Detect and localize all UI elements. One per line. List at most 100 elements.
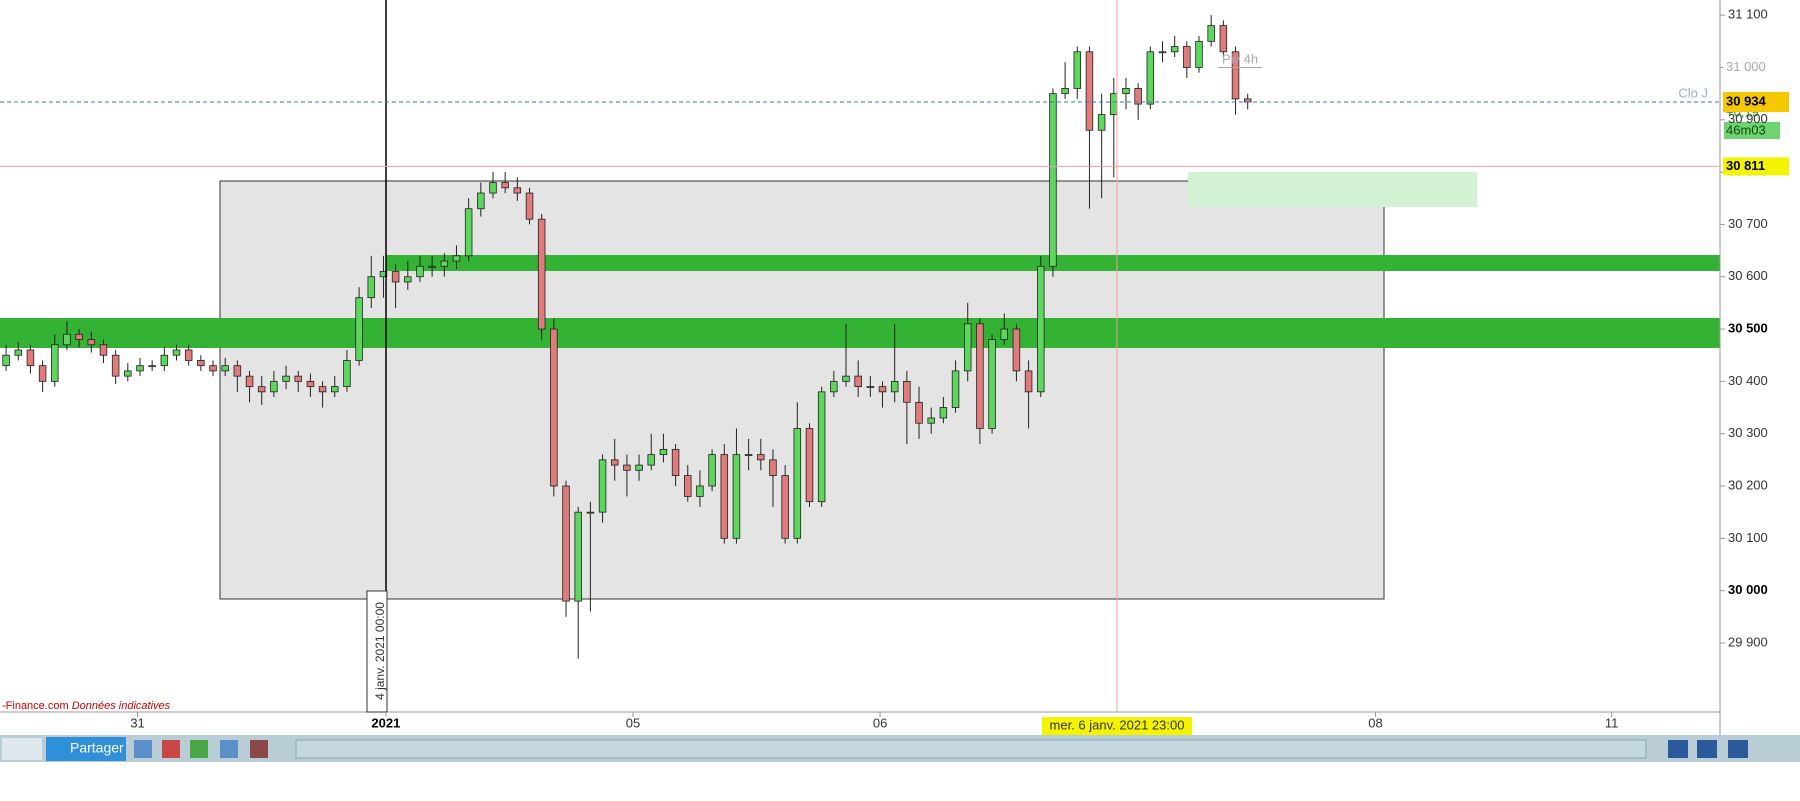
candle-body xyxy=(99,344,108,356)
candle-body xyxy=(1073,51,1082,89)
candle-body xyxy=(75,333,83,340)
candle-body xyxy=(732,454,741,539)
candle-body xyxy=(111,354,120,377)
x-tick-label: 06 xyxy=(873,715,887,730)
candle-body xyxy=(1134,88,1142,105)
candle-body xyxy=(391,271,400,283)
candle-body xyxy=(1097,114,1106,131)
tool-icon[interactable] xyxy=(220,740,238,758)
toolbar: Partager xyxy=(0,735,1800,762)
candle-body xyxy=(452,255,461,262)
candle-body xyxy=(124,370,132,377)
candle-body xyxy=(38,365,47,382)
candle-body xyxy=(184,349,193,361)
candle-body xyxy=(257,386,266,393)
candle-body xyxy=(245,375,254,388)
candle-body xyxy=(501,182,509,189)
share-button[interactable] xyxy=(46,737,126,761)
candle-body xyxy=(26,349,35,367)
timer-box xyxy=(1724,122,1780,139)
candle-body xyxy=(160,354,169,367)
candle-body xyxy=(1110,93,1118,115)
candle-body xyxy=(878,386,887,393)
y-tick-label: 30 600 xyxy=(1728,268,1768,283)
candle-body xyxy=(221,365,229,372)
zoom-in[interactable] xyxy=(1728,740,1748,758)
candle-body xyxy=(988,339,996,429)
candle-body xyxy=(550,328,558,487)
candle-body xyxy=(148,365,156,368)
y-tick-label: 30 900 xyxy=(1728,111,1768,126)
source-name: -Finance.com xyxy=(2,700,69,712)
timer: 46m03 xyxy=(1726,122,1766,137)
tool-icon[interactable] xyxy=(134,740,152,758)
candle-body xyxy=(464,208,473,257)
y-tick-label: 30 500 xyxy=(1728,320,1768,335)
candle-body xyxy=(635,464,643,471)
candle-body xyxy=(537,218,546,330)
candle-body xyxy=(696,485,704,497)
candle-body xyxy=(294,375,302,382)
candle-body xyxy=(318,386,327,393)
tool-icon[interactable] xyxy=(250,740,268,758)
y-tick-label: 30 200 xyxy=(1728,477,1768,492)
x-tick-label: 05 xyxy=(626,715,640,730)
candle-body xyxy=(671,448,680,476)
tool-icon[interactable] xyxy=(190,740,208,758)
candle-body xyxy=(574,511,582,602)
share-label[interactable]: Partager xyxy=(70,740,124,756)
cursor-label-box xyxy=(366,590,388,713)
candle-body xyxy=(367,276,376,299)
candle-body xyxy=(769,459,777,476)
candle-body xyxy=(233,365,242,377)
y-tick-label: 30 400 xyxy=(1728,373,1768,388)
candle-body xyxy=(513,187,522,194)
candle-body xyxy=(1024,370,1033,393)
candle-body xyxy=(659,448,668,456)
candle-body xyxy=(1061,88,1069,95)
candle-body xyxy=(562,485,570,602)
candle-body xyxy=(525,192,534,220)
y-tick-label: 29 900 xyxy=(1728,634,1768,649)
candle-body xyxy=(343,360,351,388)
candle-body xyxy=(817,391,826,503)
candle-body xyxy=(331,386,339,393)
candle-body xyxy=(623,464,631,471)
chart-type-button[interactable] xyxy=(2,738,42,760)
cursor-date-box xyxy=(1042,717,1192,735)
candle-body xyxy=(1219,25,1228,53)
candle-body xyxy=(1158,51,1167,54)
candle-body xyxy=(805,428,814,503)
candle-body xyxy=(951,370,960,408)
y-tick-label: 30 100 xyxy=(1728,530,1768,545)
pivot-box xyxy=(1723,58,1783,76)
zoom-icon[interactable] xyxy=(1668,740,1688,758)
tool-icon[interactable] xyxy=(162,740,180,758)
scrollbar[interactable] xyxy=(295,739,1647,759)
candle-body xyxy=(306,380,315,388)
close-day-label: Clo J xyxy=(1678,85,1708,100)
candle-body xyxy=(1122,88,1130,95)
candle-body xyxy=(781,475,789,539)
y-tick-label: 31 100 xyxy=(1728,7,1768,22)
target-zone xyxy=(1188,172,1477,207)
candle-body xyxy=(355,297,363,361)
candle-body xyxy=(379,271,388,278)
candle-body xyxy=(1146,51,1155,105)
source: -Finance.com Données indicatives xyxy=(2,700,171,712)
candle-body xyxy=(1170,46,1179,53)
candle-body xyxy=(1195,40,1203,68)
candle-body xyxy=(976,323,984,429)
candle-body xyxy=(209,365,217,372)
last-price-box xyxy=(1723,92,1789,113)
candle-body xyxy=(270,380,278,393)
zone-band xyxy=(0,318,1720,348)
level-price-box xyxy=(1723,157,1789,176)
candle-body xyxy=(87,339,96,346)
candle-body xyxy=(489,182,497,194)
zoom-out[interactable] xyxy=(1697,740,1717,758)
candle-body xyxy=(63,333,71,346)
candle-body xyxy=(477,192,485,210)
candle-body xyxy=(1085,51,1094,131)
